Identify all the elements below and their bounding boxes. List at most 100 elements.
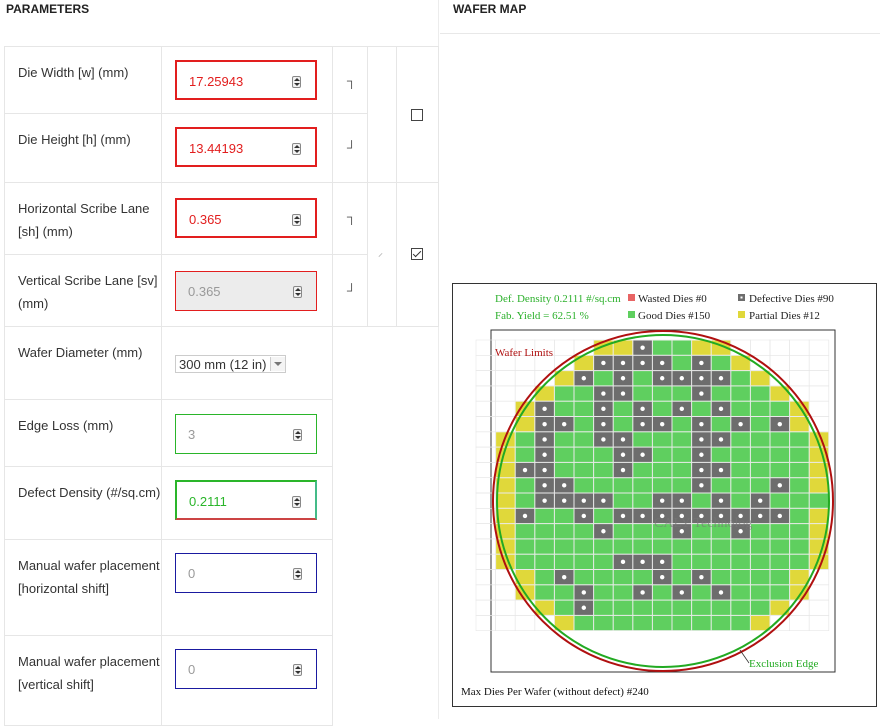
partial-die (770, 600, 790, 615)
good-die (672, 478, 692, 493)
good-die (554, 600, 574, 615)
legend-good-swatch (628, 311, 635, 318)
defect-dot (718, 513, 724, 519)
good-die (672, 355, 692, 371)
defect-dot (542, 498, 547, 503)
v-scribe-input: 0.365 (175, 271, 317, 311)
partial-die (750, 615, 770, 631)
bracket-top-icon: ┐ (347, 209, 357, 224)
defect-density-input[interactable]: 0.2111 (175, 480, 317, 520)
defect-dot (718, 406, 724, 412)
partial-die (731, 355, 750, 371)
manual-v-input[interactable]: 0 (175, 649, 317, 689)
good-die (613, 585, 633, 600)
defect-dot (522, 467, 528, 473)
good-die (633, 462, 652, 478)
defect-dot (542, 421, 547, 427)
good-die (574, 401, 594, 416)
grid-cell (750, 339, 771, 356)
good-die (770, 539, 790, 554)
edge-loss-label: Edge Loss (mm) (4, 399, 162, 467)
good-die (535, 585, 554, 600)
good-die (790, 524, 809, 539)
good-die (574, 554, 594, 569)
good-die (731, 539, 750, 554)
defect-dot (777, 421, 782, 427)
good-die (613, 401, 633, 416)
defect-dot (581, 376, 586, 381)
edge-loss-value: 3 (188, 427, 196, 442)
good-die (672, 600, 692, 615)
edge-loss-spinner[interactable] (293, 429, 302, 441)
good-die (750, 539, 770, 554)
exclusion-edge-label: Exclusion Edge (749, 658, 818, 670)
good-die (594, 462, 613, 478)
grid-cell (554, 339, 575, 356)
wafer-diameter-value: 300 mm (12 in) (179, 356, 267, 372)
manual-h-label: Manual wafer placement [horizontal shift… (4, 539, 162, 636)
good-die (613, 615, 633, 631)
good-die (574, 417, 594, 432)
v-scribe-label: Vertical Scribe Lane [sv] (mm) (4, 254, 162, 327)
defect-dot (640, 421, 645, 427)
manual-h-spinner[interactable] (293, 568, 302, 580)
grid-cell (769, 339, 790, 356)
wafer-diameter-select[interactable]: 300 mm (12 in) (175, 355, 287, 373)
grid-cell (475, 416, 496, 433)
good-die (554, 447, 574, 462)
defect-dot (542, 483, 547, 488)
good-die (750, 386, 770, 401)
manual-v-spinner[interactable] (293, 664, 302, 676)
defect-density-spinner[interactable] (292, 496, 301, 508)
partial-die (809, 508, 829, 524)
grid-cell (808, 599, 830, 616)
good-die (731, 600, 750, 615)
defect-dot (679, 590, 684, 595)
good-die (515, 478, 535, 493)
manual-h-input[interactable]: 0 (175, 553, 317, 593)
legend-wasted-swatch (628, 294, 635, 301)
grid-cell (475, 599, 496, 616)
chevron-down-icon[interactable] (270, 357, 286, 371)
good-die (535, 524, 554, 539)
grid-cell (808, 339, 830, 356)
lock-die-ratio-checkbox[interactable] (411, 109, 423, 121)
die-height-input[interactable]: 13.44193 (175, 127, 317, 167)
link-icon: ⸝ (378, 248, 383, 259)
h-scribe-input[interactable]: 0.365 (175, 198, 317, 238)
defect-dot (718, 467, 724, 473)
die-height-spinner[interactable] (292, 143, 301, 155)
defect-dot (562, 498, 567, 503)
good-die (574, 462, 594, 478)
grid-cell (514, 370, 536, 387)
h-scribe-spinner[interactable] (292, 214, 301, 226)
legend-defective-dot (740, 296, 743, 299)
defect-dot (640, 452, 645, 457)
defect-dot (699, 391, 704, 396)
good-die (750, 524, 770, 539)
defect-dot (640, 559, 645, 565)
grid-cell (495, 615, 516, 631)
defect-dot (562, 421, 567, 427)
good-die (652, 539, 672, 554)
grid-cell (808, 615, 830, 631)
good-die (535, 570, 554, 585)
good-die (594, 478, 613, 493)
grid-cell (808, 400, 830, 417)
good-die (692, 554, 711, 569)
legend-wasted: Wasted Dies #0 (638, 293, 707, 305)
die-width-input[interactable]: 17.25943 (175, 60, 317, 100)
edge-loss-input[interactable]: 3 (175, 414, 317, 454)
partial-die (515, 417, 535, 432)
defect-dot (542, 452, 547, 457)
good-die (613, 493, 633, 508)
die-width-spinner[interactable] (292, 76, 301, 88)
good-die (652, 478, 672, 493)
good-die (574, 432, 594, 447)
good-die (554, 386, 574, 401)
defect-dot (679, 513, 684, 519)
good-die (574, 386, 594, 401)
good-die (554, 585, 574, 600)
lock-scribe-checkbox[interactable] (411, 248, 423, 260)
good-die (574, 615, 594, 631)
